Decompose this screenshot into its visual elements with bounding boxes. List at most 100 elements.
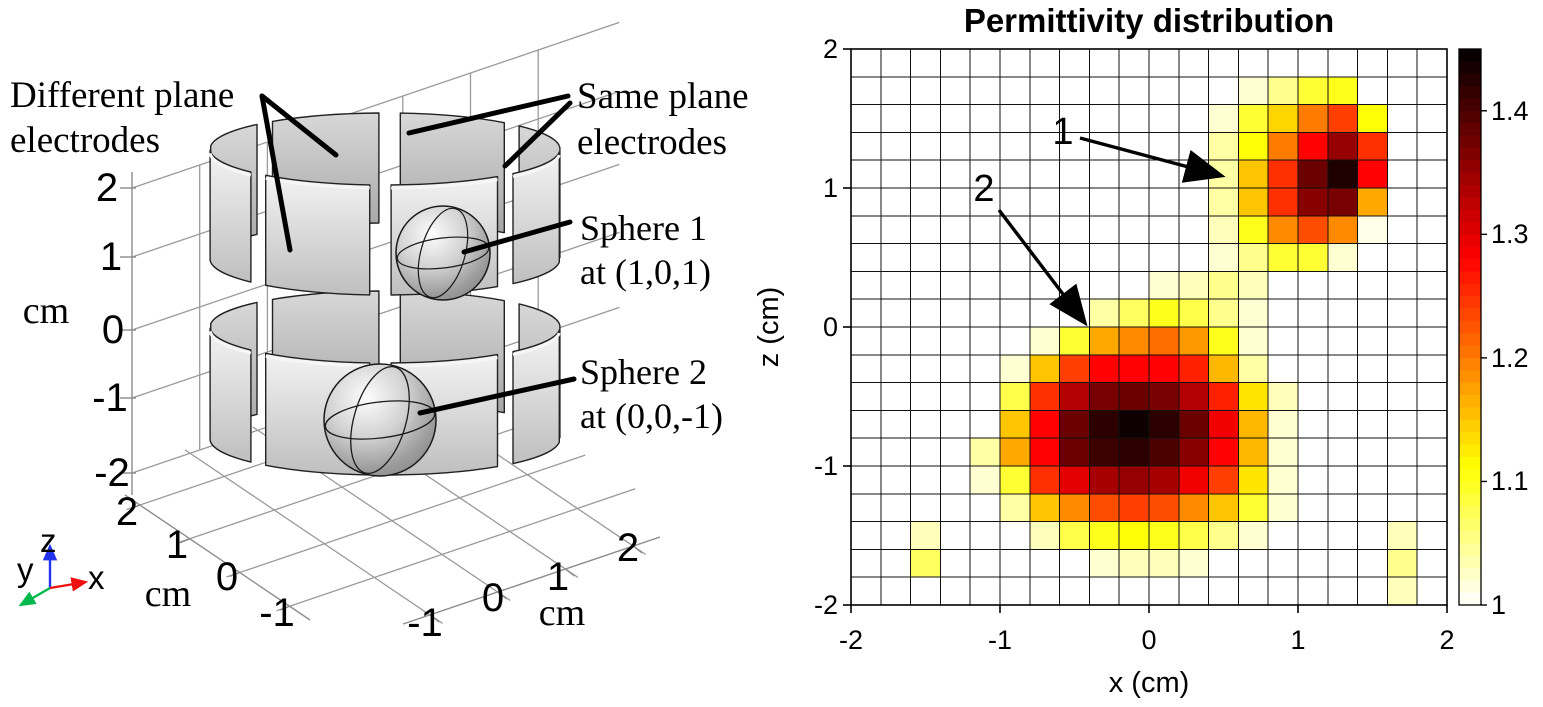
heatmap-cell xyxy=(1298,410,1328,439)
heatmap-cell xyxy=(1089,271,1120,300)
heatmap-cell xyxy=(1178,438,1209,466)
z-tick-labels: 2 1 0 -1 -2 xyxy=(814,34,838,620)
heatmap-cell xyxy=(851,382,881,411)
heatmap-cell xyxy=(1417,493,1447,522)
heatmap-cell xyxy=(1059,493,1090,522)
heatmap-cell xyxy=(940,521,971,550)
heatmap-cell xyxy=(1268,493,1298,522)
heatmap-cell xyxy=(1089,76,1120,105)
colorbar-step xyxy=(1459,333,1481,347)
heatmap-cell xyxy=(1089,215,1120,244)
heatmap-cell xyxy=(1178,76,1209,105)
colorbar-step xyxy=(1459,135,1481,149)
heatmap-cell xyxy=(1387,438,1418,466)
heatmap-cell xyxy=(1387,354,1418,383)
heatmap-cell xyxy=(910,160,941,188)
heatmap-cell xyxy=(1029,299,1060,327)
x-tick-0: 0 xyxy=(1141,625,1156,655)
colorbar-step xyxy=(1459,370,1481,384)
heatmap-cell xyxy=(1029,104,1060,133)
electrode-plate-rim xyxy=(208,330,252,355)
heatmap-cell xyxy=(880,49,911,77)
heatmap-cell xyxy=(970,410,1000,439)
heatmap-cell xyxy=(1238,215,1269,244)
heatmap-cell xyxy=(910,327,941,355)
heatmap-cell xyxy=(1059,132,1090,161)
heatmap-cell xyxy=(1178,466,1209,494)
heatmap-cell xyxy=(1327,493,1358,522)
heatmap-cell xyxy=(880,104,911,133)
heatmap-cell xyxy=(1000,49,1030,77)
heatmap-cell xyxy=(1238,104,1269,133)
heatmap-cell xyxy=(1149,521,1179,550)
heatmap-cell xyxy=(1268,243,1298,272)
heatmap-cell xyxy=(1298,215,1328,244)
heatmap-cell xyxy=(1417,188,1447,216)
colorbar-step xyxy=(1459,518,1481,532)
heatmap-cell xyxy=(1178,215,1209,244)
heatmap-cell xyxy=(1029,76,1060,105)
heatmap-cell xyxy=(910,549,941,578)
annotation-pointer-lines xyxy=(259,93,577,416)
heatmap-cell xyxy=(1089,410,1120,439)
heatmap-cell xyxy=(1178,299,1209,327)
heatmap-cell xyxy=(1000,577,1030,605)
heatmap-cell xyxy=(1059,243,1090,272)
heatmap-cell xyxy=(1327,271,1358,300)
cb-tick-1: 1 xyxy=(1491,590,1506,620)
heatmap-cell xyxy=(1119,382,1149,411)
heatmap-cell xyxy=(1357,132,1388,161)
heatmap-cell xyxy=(1417,215,1447,244)
heatmap-cell xyxy=(1119,188,1149,216)
heatmap-cell xyxy=(1298,382,1328,411)
heatmap-cells xyxy=(851,49,1447,605)
heatmap-cell xyxy=(1119,549,1149,578)
heatmap-cell xyxy=(1357,354,1388,383)
heatmap-cell xyxy=(1387,243,1418,272)
heatmap-cell xyxy=(851,76,881,105)
heatmap-cell xyxy=(1268,104,1298,133)
heatmap-cell xyxy=(1119,299,1149,327)
heatmap-cell xyxy=(1000,410,1030,439)
heatmap-cell xyxy=(970,549,1000,578)
heatmap-cell xyxy=(851,327,881,355)
heatmap-cell xyxy=(1029,410,1060,439)
heatmap-cell xyxy=(1208,188,1239,216)
heatmap-cell xyxy=(1208,243,1239,272)
heatmap-cell xyxy=(1298,76,1328,105)
electrode-plate xyxy=(209,327,252,463)
different-plane-pointer-1 xyxy=(259,93,339,158)
heatmap-cell xyxy=(1238,466,1269,494)
heatmap-cell xyxy=(1417,49,1447,77)
heatmap-cell xyxy=(880,354,911,383)
heatmap-cell xyxy=(1417,382,1447,411)
heatmap-cell xyxy=(1119,521,1149,550)
heatmap-cell xyxy=(1089,160,1120,188)
heatmap-cell xyxy=(1000,521,1030,550)
heatmap-cell xyxy=(1178,354,1209,383)
heatmap-cell xyxy=(1417,577,1447,605)
heatmap-cell xyxy=(1149,104,1179,133)
heatmap-cell xyxy=(1357,215,1388,244)
heatmap-cell xyxy=(1387,410,1418,439)
heatmap-cell xyxy=(1357,410,1388,439)
heatmap-cell xyxy=(940,438,971,466)
heatmap-cell xyxy=(1357,438,1388,466)
heatmap-cell xyxy=(1000,76,1030,105)
heatmap-cell xyxy=(1298,549,1328,578)
grid-line-3d xyxy=(632,545,643,554)
heatmap-cell xyxy=(1268,49,1298,77)
heatmap-cell xyxy=(1298,438,1328,466)
heatmap-cell xyxy=(880,243,911,272)
z-tick-m2: -2 xyxy=(94,451,130,495)
heatmap-cell xyxy=(1357,327,1388,355)
heatmap-cell xyxy=(1238,493,1269,522)
heatmap-cell xyxy=(1417,410,1447,439)
sphere-2 xyxy=(323,363,437,477)
heatmap-cell xyxy=(1119,49,1149,77)
triad-y-label: y xyxy=(17,551,34,588)
chart-title: Permittivity distribution xyxy=(964,2,1334,39)
heatmap-cell xyxy=(1178,49,1209,77)
heatmap-cell xyxy=(851,438,881,466)
heatmap-cell xyxy=(1417,271,1447,300)
